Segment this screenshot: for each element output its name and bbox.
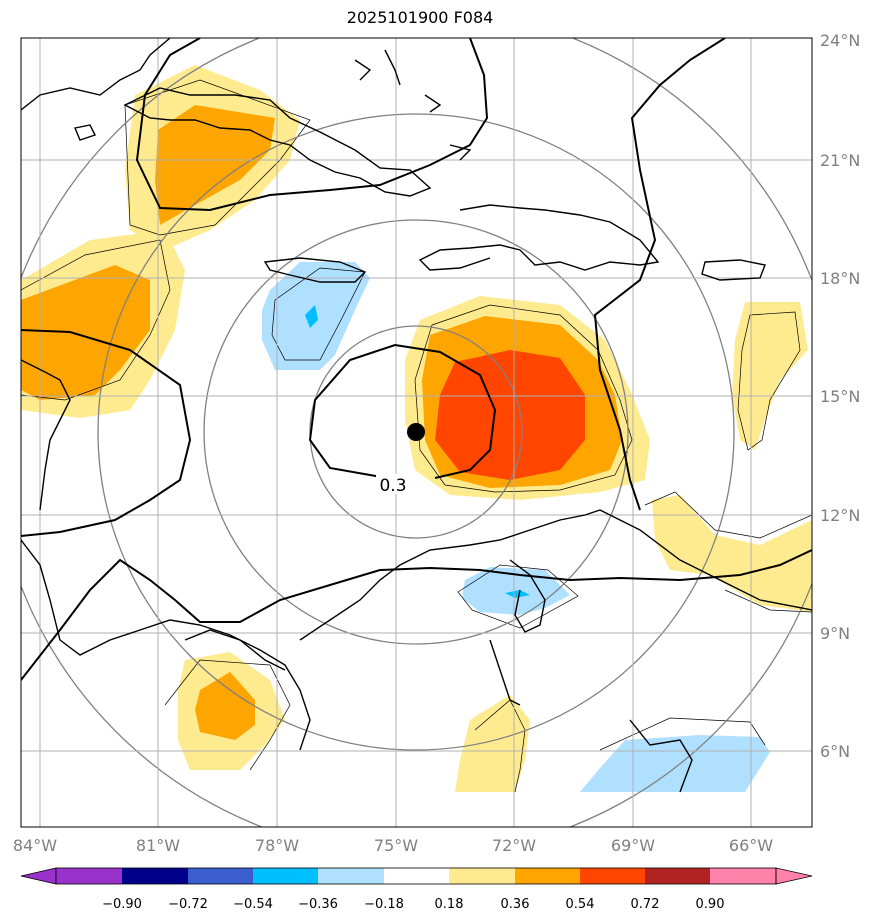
coast-jamaica — [263, 257, 367, 283]
contour-north-arc — [135, 38, 489, 212]
colorbar-segment — [580, 868, 645, 884]
colorbar-segment — [188, 868, 253, 884]
positive-anomaly-west-core — [21, 265, 150, 400]
map-content — [21, 38, 812, 827]
colorbar-label: −0.72 — [168, 897, 208, 912]
thin-contours — [21, 79, 812, 793]
lon-tick-label: 81°W — [136, 836, 180, 855]
map-frame — [20, 37, 813, 828]
coast-bahamas-1 — [354, 59, 372, 81]
range-rings — [21, 38, 812, 827]
negative-anomaly-jamaica-core — [305, 305, 318, 328]
colorbar-segment — [253, 868, 318, 884]
coast-central-america — [21, 539, 311, 751]
colorbar-label: 0.90 — [696, 897, 725, 912]
lon-tick-label: 69°W — [611, 836, 655, 855]
colorbar-label: −0.36 — [298, 897, 338, 912]
colorbar-label: 0.36 — [501, 897, 530, 912]
colorbar-segment — [56, 868, 122, 884]
colorbar-label: 0.54 — [566, 897, 595, 912]
contour-south-band — [21, 549, 812, 681]
lon-tick-label: 72°W — [492, 836, 536, 855]
coast-yucatan — [21, 359, 71, 511]
colorbar-segment — [122, 868, 188, 884]
contour-label: 0.3 — [379, 476, 406, 496]
colorbar-extend-high — [775, 867, 813, 885]
colorbar-segment — [449, 868, 515, 884]
anomaly-fill-layer — [21, 65, 812, 792]
coast-hispaniola — [418, 204, 660, 271]
colorbar-label: 0.18 — [435, 897, 464, 912]
coast-puerto-rico — [701, 259, 766, 281]
coast-south-interior — [489, 639, 521, 706]
lon-tick-label: 78°W — [255, 836, 299, 855]
contour-east-line — [593, 38, 726, 511]
positive-anomaly-southeast — [652, 495, 812, 612]
coast-cuba — [123, 87, 432, 197]
colorbar-segment — [384, 868, 449, 884]
coast-florida-gulf — [21, 38, 171, 111]
lon-tick-label: 66°W — [729, 836, 773, 855]
lat-tick-label: 21°N — [820, 151, 860, 170]
colorbar-label: −0.54 — [233, 897, 273, 912]
positive-anomaly-panama-core — [195, 672, 255, 740]
lon-tick-label: 75°W — [374, 836, 418, 855]
contour-storm-ring — [308, 343, 497, 483]
negative-anomaly-south — [580, 735, 770, 792]
lat-tick-label: 9°N — [820, 624, 850, 643]
thick-contours — [21, 38, 812, 681]
negative-anomaly-venezuela-core — [505, 590, 530, 598]
lon-tick-label: 84°W — [13, 836, 57, 855]
coastlines — [21, 38, 812, 793]
colorbar-segment — [645, 868, 710, 884]
colorbar-label: −0.18 — [364, 897, 404, 912]
lat-lon-grid — [21, 38, 812, 827]
colorbar: −0.90 −0.72 −0.54 −0.36 −0.18 0.18 0.36 … — [20, 867, 813, 912]
storm-center-marker — [407, 423, 425, 441]
lat-tick-label: 6°N — [820, 742, 850, 761]
colorbar-label: 0.72 — [631, 897, 660, 912]
colorbar-frame — [55, 867, 777, 885]
lon-tick-labels: 84°W 81°W 78°W 75°W 72°W 69°W 66°W — [13, 836, 773, 855]
colorbar-segment — [515, 868, 580, 884]
colorbar-segment — [318, 868, 384, 884]
contour-west-loop — [21, 329, 192, 537]
lat-tick-label: 12°N — [820, 506, 860, 525]
colorbar-label: −0.90 — [102, 897, 142, 912]
lat-tick-labels: 24°N 21°N 18°N 15°N 12°N 9°N 6°N — [820, 31, 860, 761]
colorbar-extend-low — [20, 867, 57, 885]
lat-tick-label: 24°N — [820, 31, 860, 50]
map-title: 2025101900 F084 — [346, 8, 494, 27]
coast-colombia-venezuela — [299, 509, 812, 641]
coast-panama — [184, 629, 286, 671]
positive-anomaly-storm-core — [435, 350, 585, 480]
lat-tick-label: 18°N — [820, 269, 860, 288]
colorbar-segment — [710, 868, 776, 884]
positive-anomaly-cuba-core — [155, 105, 275, 225]
contour-label-bg — [376, 474, 410, 494]
lat-tick-label: 15°N — [820, 387, 860, 406]
positive-anomaly-south — [455, 695, 530, 792]
